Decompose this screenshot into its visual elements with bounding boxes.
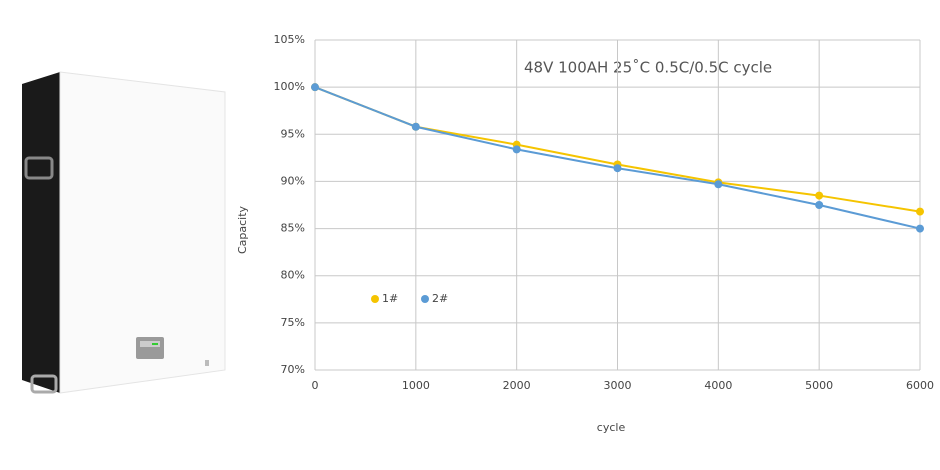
x-tick-label: 2000 bbox=[503, 379, 531, 392]
data-point bbox=[613, 164, 622, 173]
legend-swatch bbox=[371, 295, 379, 303]
y-tick-label: 95% bbox=[281, 127, 305, 140]
x-tick-label: 1000 bbox=[402, 379, 430, 392]
data-point bbox=[815, 191, 824, 200]
y-tick-label: 70% bbox=[281, 363, 305, 376]
x-tick-label: 5000 bbox=[805, 379, 833, 392]
x-axis-label: cycle bbox=[597, 421, 626, 434]
data-point bbox=[916, 224, 924, 233]
y-tick-label: 85% bbox=[281, 222, 305, 235]
x-tick-label: 3000 bbox=[604, 379, 632, 392]
data-point bbox=[411, 122, 420, 131]
x-tick-label: 6000 bbox=[906, 379, 934, 392]
data-point bbox=[714, 180, 723, 189]
y-axis-label: Capacity bbox=[236, 205, 249, 254]
data-point bbox=[512, 145, 521, 154]
y-tick-label: 90% bbox=[281, 174, 305, 187]
y-tick-label: 100% bbox=[274, 80, 305, 93]
data-point bbox=[311, 83, 319, 92]
legend-label: 1# bbox=[382, 292, 398, 305]
y-tick-label: 75% bbox=[281, 316, 305, 329]
y-tick-label: 80% bbox=[281, 269, 305, 282]
chart-title: 48V 100AH 25˚C 0.5C/0.5C cycle bbox=[524, 59, 772, 77]
legend-label: 2# bbox=[432, 292, 448, 305]
y-tick-label: 105% bbox=[274, 33, 305, 46]
data-point bbox=[916, 207, 924, 216]
legend-swatch bbox=[421, 295, 429, 303]
x-tick-label: 4000 bbox=[704, 379, 732, 392]
data-point bbox=[815, 201, 824, 209]
x-tick-label: 0 bbox=[312, 379, 319, 392]
battery-illustration bbox=[22, 71, 226, 394]
